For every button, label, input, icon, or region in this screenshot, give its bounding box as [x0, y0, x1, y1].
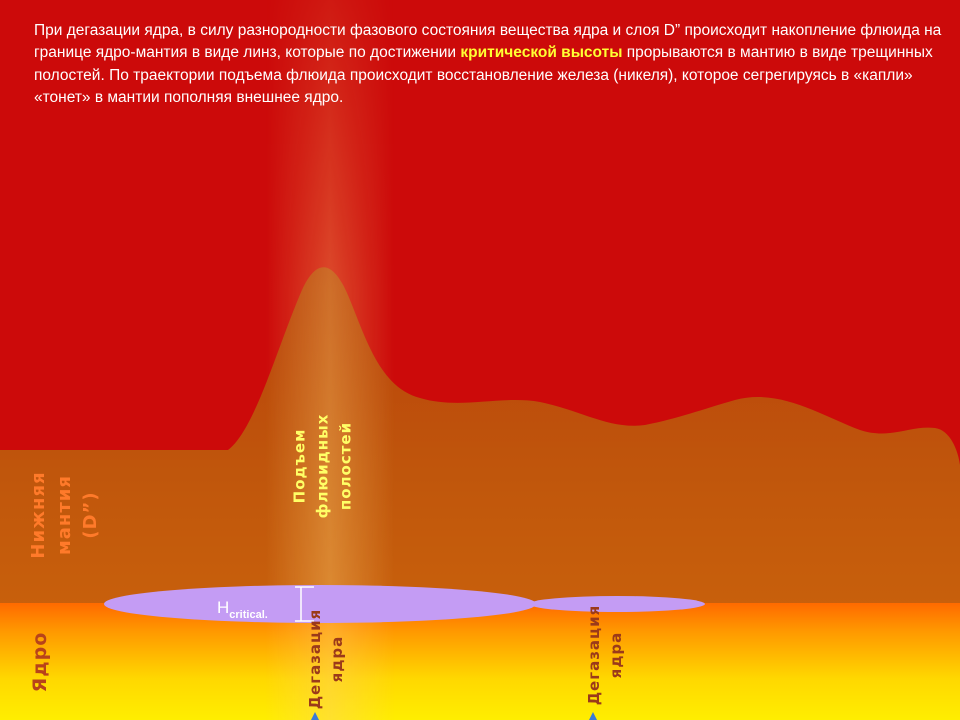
fluid-rise-line2: флюидных [313, 413, 332, 519]
lower-mantle-line2: мантия [54, 475, 75, 555]
h-critical-sub: critical. [229, 609, 268, 621]
h-critical-label: Hcritical. [217, 598, 268, 621]
fluid-rise-label: Подъем флюидных полостей [289, 414, 358, 519]
h-critical-main: H [217, 598, 229, 617]
caption-highlight: критической высоты [460, 44, 623, 62]
caption-part1: При дегазации ядра, в силу разнородности… [34, 22, 942, 62]
fluid-rise-line1: Подъем [290, 428, 309, 504]
core-label: Ядро [28, 632, 52, 693]
lower-mantle-label: Нижняя мантия (D”) [26, 471, 104, 558]
degassing-2-line1: Дегазация [585, 604, 603, 706]
caption-part2: прорываются в мантию в виде трещинных по… [34, 44, 933, 107]
caption-text: При дегазации ядра, в силу разнородности… [34, 20, 954, 110]
degassing-2-line2: ядра [607, 631, 625, 679]
lower-mantle-line3: (D”) [80, 491, 101, 539]
upward-arrow-right [589, 712, 597, 720]
lower-mantle-line1: Нижняя [28, 471, 49, 559]
fluid-lens-large [104, 585, 536, 623]
core-label-text: Ядро [29, 631, 51, 693]
lower-mantle-layer [0, 267, 960, 610]
h-critical-marker [295, 586, 314, 622]
upward-arrow-left [311, 712, 319, 720]
fluid-lens-small [529, 596, 705, 612]
degassing-1-line1: Дегазация [306, 608, 324, 710]
degassing-1-line2: ядра [328, 635, 346, 683]
degassing-label-2: Дегазация ядра [583, 605, 627, 706]
core-layer [0, 603, 960, 720]
degassing-label-1: Дегазация ядра [304, 609, 348, 710]
fluid-rise-line3: полостей [336, 421, 355, 511]
